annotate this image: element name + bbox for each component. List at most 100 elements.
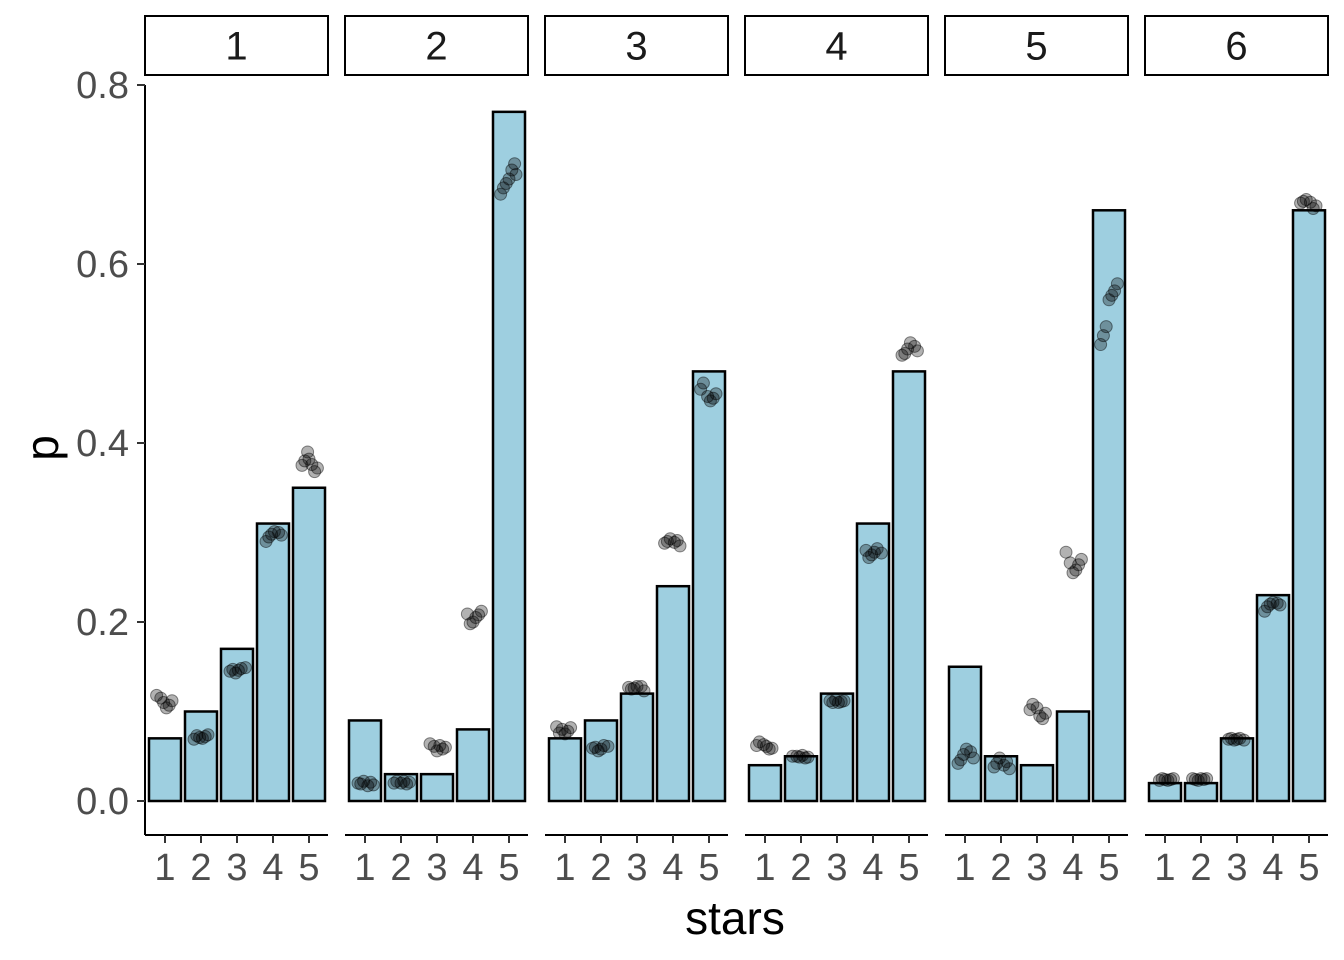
data-point [1074,552,1088,566]
data-point [195,731,209,745]
bar [747,763,783,803]
data-point [508,157,522,171]
bar [147,737,183,803]
data-point [798,751,812,765]
data-point [1166,772,1180,786]
data-point [193,730,207,744]
data-point [436,742,450,756]
data-point [460,607,474,621]
data-point [154,691,168,705]
data-point [427,739,441,753]
data-point [1108,284,1122,298]
data-point [834,695,848,709]
data-point [903,336,917,350]
data-point [837,694,851,708]
facet-strip-label: 1 [225,25,247,69]
data-point [1096,329,1110,343]
data-point [1063,556,1077,570]
bar [491,110,527,803]
data-point [1197,773,1211,787]
data-point [1266,595,1280,609]
data-point [310,461,324,475]
data-point [993,751,1007,765]
bar [183,710,219,803]
facet-strip-label: 5 [1025,25,1047,69]
bar [983,755,1019,803]
data-point [402,775,416,789]
data-point [859,543,873,557]
data-point [1233,731,1247,745]
data-point [630,679,644,693]
data-point [502,172,516,186]
data-point [150,688,164,702]
data-point [472,608,486,622]
data-point [423,737,437,751]
data-point [1303,195,1317,209]
facet-panel-4: 41 2 3 4 5 [744,15,929,889]
x-tick-label: 1 [354,847,375,889]
data-point [1161,773,1175,787]
data-point [901,342,915,356]
data-point [793,750,807,764]
data-point [187,732,201,746]
data-point [1188,773,1202,787]
data-point [301,445,315,459]
data-point [1158,773,1172,787]
data-point [1059,545,1073,559]
bar [547,737,583,803]
bar [291,486,327,803]
data-point [157,696,171,710]
data-point [433,739,447,753]
data-point [706,391,720,405]
data-point [463,617,477,631]
data-point [394,776,408,790]
data-point [272,526,286,539]
x-tick-label: 5 [1098,847,1119,889]
data-point [1306,202,1320,216]
x-tick-label: 1 [954,847,975,889]
x-tick-label: 3 [1026,847,1047,889]
data-point [1155,772,1169,786]
data-point [1094,338,1108,352]
bar [1291,209,1327,803]
data-point [198,730,212,744]
bar [819,692,855,803]
x-tick-label: 5 [298,847,319,889]
data-point [591,744,605,758]
data-point [829,693,843,707]
data-point [597,739,611,753]
data-point [1258,604,1272,618]
data-point [694,382,708,396]
data-point [1222,732,1236,746]
data-point [703,394,717,408]
data-point [561,724,575,738]
facet-panel-2: 21 2 3 4 5 [344,15,529,889]
data-point [865,548,879,562]
facet-strip-label: 2 [425,25,447,69]
data-point [1069,563,1083,577]
bar [255,522,291,803]
data-point [658,536,672,550]
bar [583,719,619,803]
data-point [494,187,508,201]
x-tick-label: 1 [1154,847,1175,889]
data-point [908,339,922,353]
data-point [1002,762,1016,776]
data-point [159,701,173,715]
data-point [1309,199,1323,213]
data-point [1072,558,1086,572]
facet-panels: 11 2 3 4 521 2 3 4 531 2 3 4 541 2 3 4 551 2 3 4 561 2 3 4 5 [144,15,1329,889]
x-tick-label: 3 [426,847,447,889]
data-point [898,347,912,360]
data-point [1000,755,1014,769]
bar [419,772,455,803]
data-point [234,662,248,676]
x-tick-label: 4 [862,847,883,889]
data-point [201,728,215,742]
data-point [987,760,1001,774]
data-point [438,740,452,754]
bar [855,522,891,803]
x-tick-label: 5 [898,847,919,889]
x-tick-label: 2 [990,847,1011,889]
